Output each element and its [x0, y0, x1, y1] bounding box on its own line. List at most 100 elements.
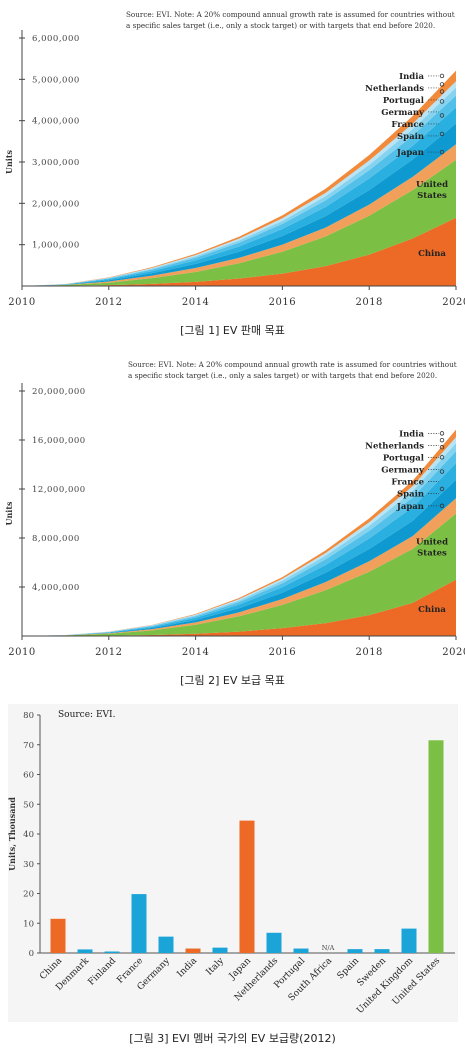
legend-marker [439, 437, 445, 443]
legend-marker [439, 149, 445, 155]
bar-sweden [374, 949, 390, 953]
source-note-line: a specific stock target (i.e., only a sa… [128, 371, 437, 380]
area-label-united-states-line2: States [417, 191, 447, 201]
x-tick-label: 2018 [355, 647, 382, 658]
figure-2: Source: EVI. Note: A 20% compound annual… [0, 350, 465, 668]
y-tick-label: 80 [23, 711, 34, 721]
figure-3: Source: EVI. 80 70 60 50 40 30 20 10 0 Units, Thou… [0, 700, 465, 1025]
area-united-states [22, 159, 456, 286]
y-tick-label: 40 [23, 830, 34, 840]
bar-italy [212, 947, 228, 953]
bar-annotation: N/A [322, 944, 335, 952]
legend-marker [439, 486, 445, 492]
bar-portugal [293, 948, 309, 953]
area-spain [22, 479, 456, 636]
legend-label: Japan [396, 148, 424, 158]
legend-label: Germany [381, 108, 425, 118]
bar-finland [104, 951, 120, 953]
bar-denmark [77, 949, 93, 953]
source-note: Source: EVI. Note: A 20% compound annual… [126, 10, 455, 30]
legend-marker [439, 469, 445, 474]
y-tick-label: 2,000,000 [32, 199, 80, 209]
legend-label: Netherlands [365, 84, 424, 94]
legend-label: Spain [397, 489, 424, 499]
legend-marker [439, 131, 445, 137]
bar-united-kingdom [401, 928, 417, 953]
bar-india [185, 948, 201, 953]
x-tick-label: 2020 [442, 297, 465, 308]
area-united-states [22, 513, 456, 636]
area-label-china: China [418, 605, 446, 615]
ev-sales-target-chart: Source: EVI. Note: A 20% compound annual… [4, 10, 465, 308]
y-tick-label: 50 [23, 800, 34, 810]
x-tick-label: 2010 [8, 647, 35, 658]
y-tick-label: 1,000,000 [32, 241, 80, 251]
source-note-line: Source: EVI. Note: A 20% compound annual… [128, 360, 457, 369]
x-tick-label: 2016 [269, 647, 296, 658]
area-japan [22, 144, 456, 286]
legend-marker [439, 73, 445, 79]
legend-marker [439, 99, 445, 104]
y-tick-label: 20 [23, 890, 34, 900]
y-tick-label: 20,000,000 [32, 387, 86, 397]
y-tick-label: 12,000,000 [32, 485, 86, 495]
source-note: Source: EVI. [58, 710, 116, 720]
legend-marker [439, 455, 445, 460]
figure-3-caption: [그림 3] EVI 멤버 국가의 EV 보급량(2012) [129, 1032, 336, 1045]
legend-label: India [399, 72, 424, 82]
y-axis-label: Units [4, 501, 14, 526]
figure-1: Source: EVI. Note: A 20% compound annual… [0, 0, 465, 320]
area-label-united-states-line2: States [417, 549, 447, 559]
source-note: Source: EVI. Note: A 20% compound annual… [128, 360, 457, 380]
bar-germany [158, 936, 174, 953]
legend-label: France [391, 477, 424, 487]
x-tick-label: 2020 [442, 647, 465, 658]
x-tick-label: 2018 [355, 297, 382, 308]
y-tick-label: 5,000,000 [32, 75, 80, 85]
area-label-china: China [418, 249, 446, 259]
area-label-united-states-line1: United [416, 538, 448, 548]
legend-marker [439, 113, 445, 118]
area-spain [22, 123, 456, 286]
legend-marker [439, 89, 445, 94]
x-tick-label: 2016 [269, 297, 296, 308]
ev-stock-target-chart: Source: EVI. Note: A 20% compound annual… [4, 360, 465, 658]
bar-united-states [428, 740, 444, 953]
bar-china [50, 918, 66, 953]
legend-marker [439, 431, 445, 436]
x-tick-label: 2014 [182, 297, 209, 308]
area-china [22, 579, 456, 636]
y-tick-label: 16,000,000 [32, 436, 86, 446]
x-tick-label: 2012 [95, 297, 122, 308]
y-tick-label: 0 [29, 949, 34, 959]
ev-stock-by-country-bar-chart: Source: EVI. 80 70 60 50 40 30 20 10 0 Units, Thou… [7, 704, 458, 1022]
y-tick-label: 8,000,000 [32, 534, 80, 544]
figure-2-caption: [그림 2] EV 보급 목표 [180, 674, 285, 687]
y-tick-label: 3,000,000 [32, 158, 80, 168]
bar-france [131, 894, 147, 953]
x-tick-label: 2012 [95, 647, 122, 658]
figure-1-caption: [그림 1] EV 판매 목표 [180, 324, 285, 337]
y-tick-label: 4,000,000 [32, 583, 80, 593]
source-note-line: a specific sales target (i.e., only a st… [126, 21, 435, 30]
y-tick-label: 10 [23, 919, 34, 929]
area-france [22, 107, 456, 286]
y-axis-label: Units [4, 149, 14, 174]
chart-background [8, 704, 458, 1022]
y-tick-label: 60 [23, 771, 34, 781]
legend-label: India [399, 429, 424, 439]
source-note-line: Source: EVI. Note: A 20% compound annual… [126, 10, 455, 19]
legend-label: Netherlands [365, 441, 424, 451]
legend-label: Japan [396, 502, 424, 512]
x-tick-label: 2010 [8, 297, 35, 308]
y-tick-label: 30 [23, 860, 34, 870]
bar-spain [347, 949, 363, 953]
legend-label: Portugal [383, 96, 425, 106]
legend-label: Portugal [383, 453, 425, 463]
bar-netherlands [266, 932, 282, 953]
legend-label: Germany [381, 465, 425, 475]
y-tick-label: 70 [23, 741, 34, 751]
y-axis-label: Units, Thousand [7, 797, 17, 871]
legend-marker [439, 445, 445, 450]
y-tick-label: 6,000,000 [32, 34, 80, 44]
